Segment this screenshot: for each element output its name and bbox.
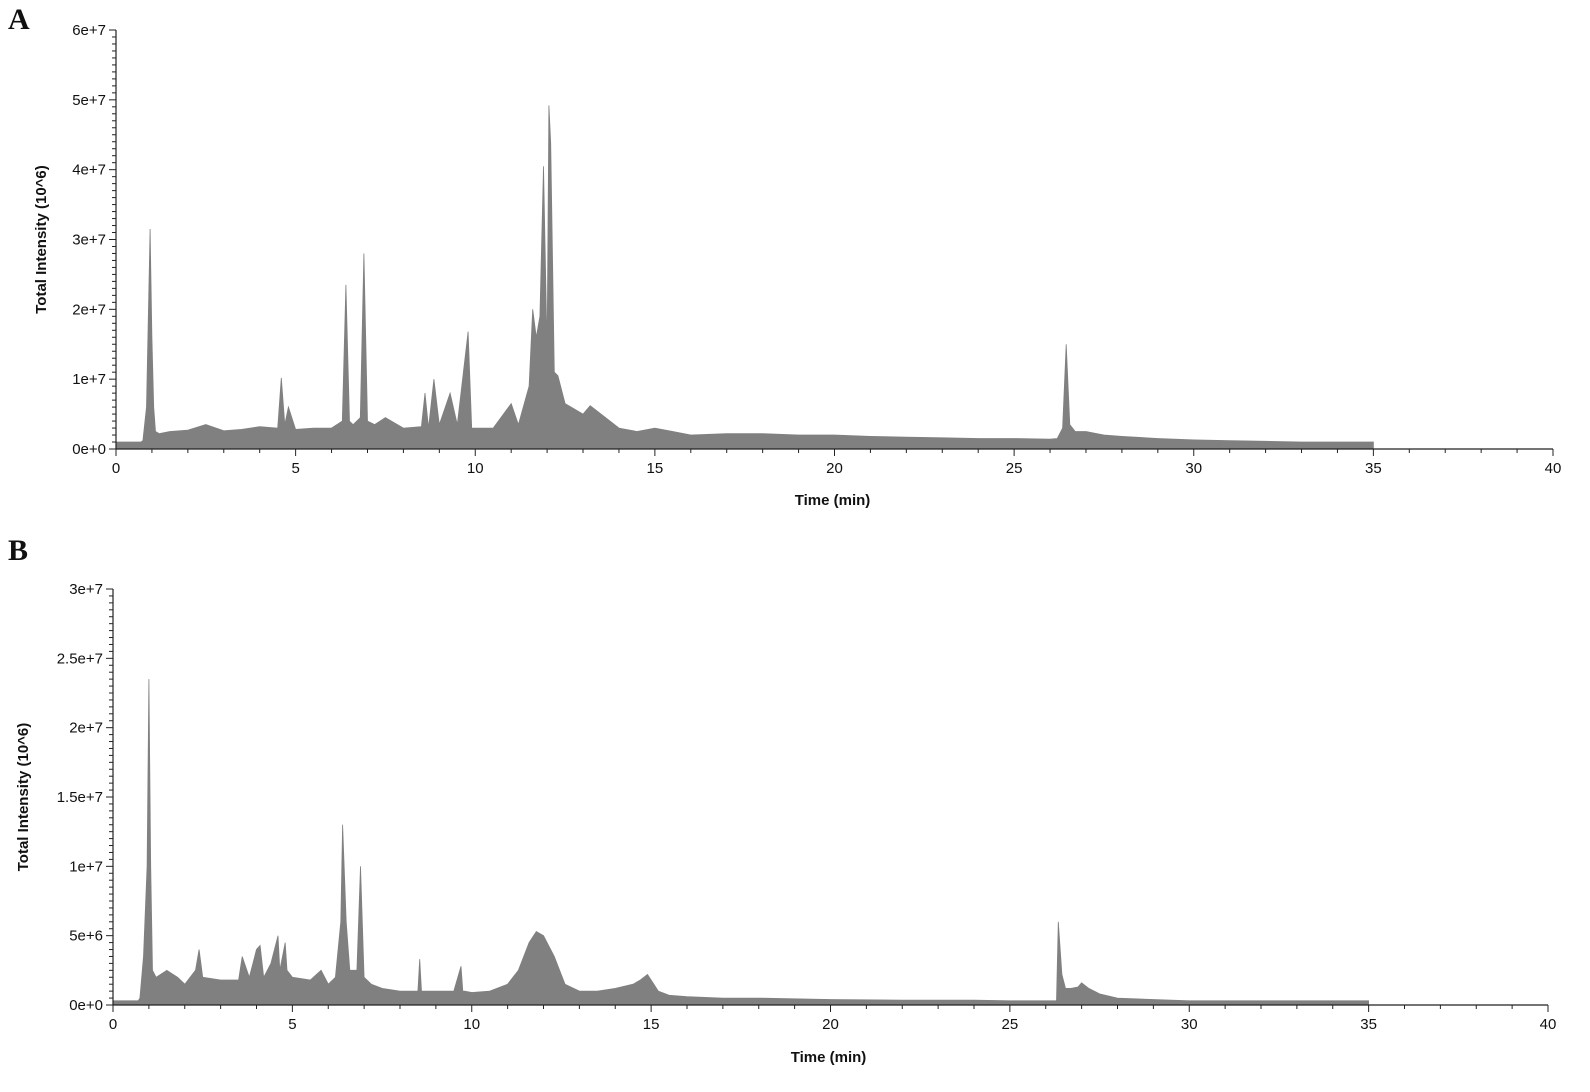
chart-a-y-tick-label: 1e+7 (72, 371, 106, 388)
chart-a-intensity-trace (115, 105, 1374, 450)
chart-b-y-tick-label: 1.5e+7 (57, 789, 103, 806)
panel-a-letter: A (8, 3, 30, 36)
chart-a-y-tick-label: 0e+0 (72, 441, 106, 458)
chart-a-x-tick-label: 25 (1006, 460, 1023, 477)
chart-b-y-tick-label: 3e+7 (69, 581, 103, 598)
chart-a-x-tick-label: 35 (1365, 460, 1382, 477)
chart-b-x-tick-label: 15 (643, 1016, 660, 1033)
chart-b-y-tick-label: 5e+6 (69, 928, 103, 945)
chart-b-intensity-trace (112, 679, 1369, 1006)
chart-b-y-tick-label: 2e+7 (69, 720, 103, 737)
chart-b-x-axis-title: Time (min) (791, 1049, 867, 1066)
chart-b-x-tick-label: 20 (822, 1016, 839, 1033)
chart-b-y-tick-label: 2.5e+7 (57, 650, 103, 667)
chart-a-x-tick-label: 5 (291, 460, 299, 477)
chart-a-y-axis-title: Total Intensity (10^6) (33, 165, 50, 314)
panel-b-letter: B (8, 534, 29, 567)
chart-a-x-tick-label: 20 (826, 460, 843, 477)
chart-a-y-tick-label: 6e+7 (72, 22, 106, 39)
chart-a-x-tick-label: 0 (112, 460, 120, 477)
chart-b-x-tick-label: 30 (1181, 1016, 1198, 1033)
chart-a-x-tick-label: 10 (467, 460, 484, 477)
chart-b-x-tick-label: 10 (463, 1016, 480, 1033)
chart-a-y-tick-label: 2e+7 (72, 301, 106, 318)
chart-a-x-axis-title: Time (min) (795, 492, 871, 509)
chart-b-x-tick-label: 40 (1540, 1016, 1557, 1033)
chart-b-x-tick-label: 35 (1360, 1016, 1377, 1033)
chart-b-y-axis-title: Total Intensity (10^6) (15, 723, 32, 872)
chart-a-x-tick-label: 40 (1545, 460, 1562, 477)
chart-b-x-tick-label: 5 (288, 1016, 296, 1033)
chart-a-x-tick-label: 15 (647, 460, 664, 477)
chart-b-y-tick-label: 0e+0 (69, 997, 103, 1014)
chart-a-y-tick-label: 4e+7 (72, 162, 106, 179)
chart-b-x-tick-label: 25 (1002, 1016, 1019, 1033)
chart-a-x-tick-label: 30 (1185, 460, 1202, 477)
chart-b-x-tick-label: 0 (109, 1016, 117, 1033)
chart-a-y-tick-label: 5e+7 (72, 92, 106, 109)
chart-b-y-tick-label: 1e+7 (69, 858, 103, 875)
chart-a-y-tick-label: 3e+7 (72, 232, 106, 249)
